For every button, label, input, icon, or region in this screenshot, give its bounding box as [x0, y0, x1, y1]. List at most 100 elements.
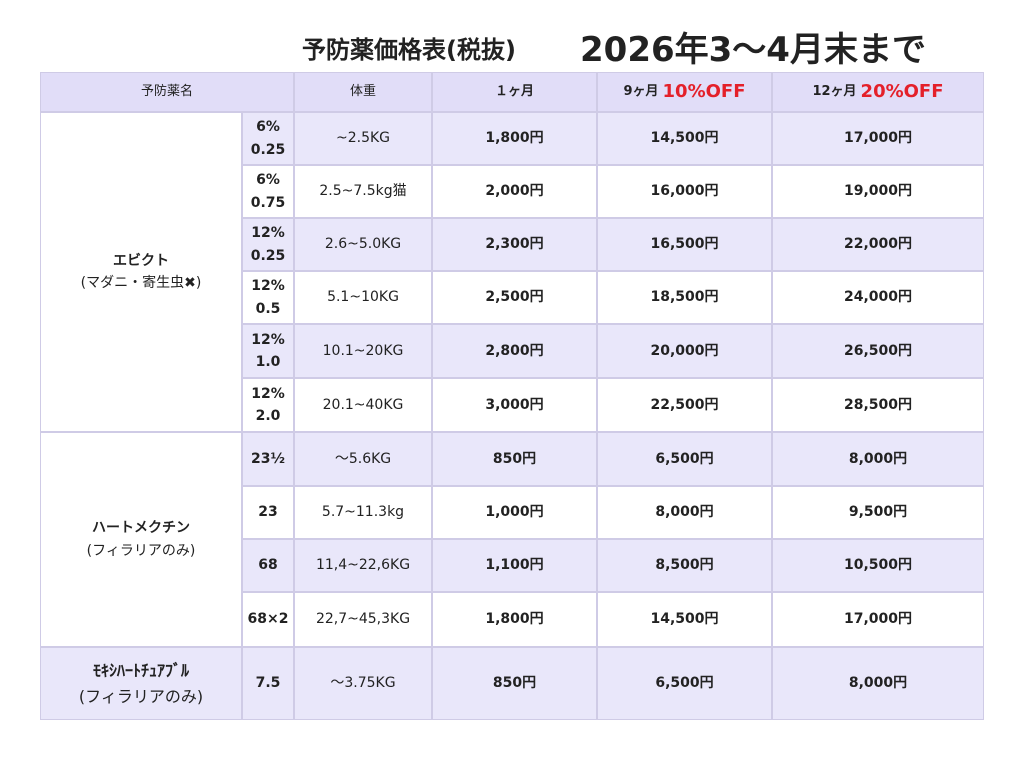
dose: 7.5 [255, 675, 281, 692]
period: 2026年3〜4月末まで [580, 30, 926, 70]
price-cell: 2,800円 [432, 324, 597, 378]
price-cell: 19,000円 [772, 165, 984, 218]
dose-cell: 12% 1.0 [242, 324, 294, 378]
dose: 6% [256, 172, 280, 189]
price-cell: 18,500円 [597, 271, 772, 324]
price: 2,500円 [485, 289, 544, 306]
price: 8,000円 [848, 450, 908, 467]
price-cell: 8,500円 [597, 539, 772, 592]
dose-cell: 23 [242, 486, 294, 539]
weight-cell: 22,7~45,3KG [294, 592, 432, 647]
dose-cell: 6% 0.75 [242, 165, 294, 218]
dose: 23 [258, 504, 278, 521]
name-cell: ハートメクチン (フィラリアのみ) [40, 432, 242, 647]
product-note: (フィラリアのみ) [86, 542, 196, 559]
dose: 0.5 [255, 300, 281, 317]
product-name: エビクト [113, 252, 169, 269]
price-cell: 1,100円 [432, 539, 597, 592]
weight-cell: 2.5~7.5kg猫 [294, 165, 432, 218]
price: 6,500円 [655, 675, 714, 692]
price-cell: 17,000円 [772, 592, 984, 647]
price: 1,000円 [485, 504, 544, 521]
price: 3,000円 [485, 396, 544, 413]
price-cell: 2,500円 [432, 271, 597, 324]
dose: 6% [256, 119, 280, 136]
price: 16,000円 [650, 183, 719, 200]
dose: 23½ [251, 450, 285, 467]
weight-cell: ~2.5KG [294, 112, 432, 165]
price-cell: 8,000円 [772, 432, 984, 486]
price: 10,500円 [843, 557, 913, 574]
price: 16,500円 [650, 236, 719, 253]
dose: 12% [251, 225, 285, 242]
price: 20,000円 [650, 342, 719, 359]
weight-cell: 11,4~22,6KG [294, 539, 432, 592]
price-cell: 9,500円 [772, 486, 984, 539]
weight-cell: 2.6~5.0KG [294, 218, 432, 271]
weight: 11,4~22,6KG [315, 557, 411, 574]
name-cell: ﾓｷｼﾊｰﾄﾁｭｱﾌﾞﾙ (フィラリアのみ) [40, 647, 242, 720]
price: 24,000円 [843, 289, 913, 306]
price: 2,000円 [485, 183, 544, 200]
dose: 12% [251, 385, 285, 402]
price-cell: 1,800円 [432, 112, 597, 165]
price-cell: 16,500円 [597, 218, 772, 271]
header-cell: 12ヶ月 20%OFF [772, 72, 984, 112]
weight-cell: 〜3.75KG [294, 647, 432, 720]
price: 8,000円 [655, 504, 714, 521]
price: 14,500円 [650, 611, 719, 628]
product-name: ハートメクチン [92, 520, 190, 537]
weight: 10.1~20KG [322, 342, 404, 359]
price: 8,000円 [848, 675, 908, 692]
header-weight: 体重 [349, 83, 376, 99]
dose: 68 [258, 557, 278, 574]
weight-cell: 〜5.6KG [294, 432, 432, 486]
dose-cell: 7.5 [242, 647, 294, 720]
weight: 〜5.6KG [334, 450, 392, 467]
price: 1,100円 [485, 557, 544, 574]
price: 17,000円 [843, 611, 913, 628]
price-cell: 17,000円 [772, 112, 984, 165]
price: 17,000円 [843, 130, 913, 147]
weight-cell: 5.1~10KG [294, 271, 432, 324]
price: 6,500円 [655, 450, 714, 467]
dose: 0.75 [250, 194, 286, 211]
header-m12: 12ヶ月 [812, 83, 857, 99]
price-cell: 16,000円 [597, 165, 772, 218]
price: 28,500円 [843, 396, 913, 413]
price-cell: 10,500円 [772, 539, 984, 592]
dose-cell: 12% 0.25 [242, 218, 294, 271]
weight: ~2.5KG [335, 130, 391, 147]
weight: 20.1~40KG [322, 396, 404, 413]
price-cell: 28,500円 [772, 378, 984, 432]
dose-cell: 68×2 [242, 592, 294, 647]
header-cell: 9ヶ月 10%OFF [597, 72, 772, 112]
dose: 68×2 [247, 611, 289, 628]
product-note: (マダニ・寄生虫✖) [80, 275, 202, 291]
dose: 0.25 [250, 247, 286, 264]
price: 22,000円 [843, 236, 913, 253]
header-cell: １ヶ月 [432, 72, 597, 112]
price: 850円 [492, 675, 537, 692]
price-cell: 6,500円 [597, 647, 772, 720]
weight: 22,7~45,3KG [315, 611, 411, 628]
price: 8,500円 [655, 557, 714, 574]
weight: 5.1~10KG [327, 289, 399, 306]
header-cell: 体重 [294, 72, 432, 112]
dose-cell: 68 [242, 539, 294, 592]
title: 予防薬価格表(税抜) [302, 36, 516, 64]
price: 18,500円 [650, 289, 719, 306]
weight: 2.6~5.0KG [324, 236, 402, 253]
price-cell: 1,800円 [432, 592, 597, 647]
price: 19,000円 [843, 183, 913, 200]
dose: 2.0 [255, 408, 281, 424]
dose-cell: 12% 2.0 [242, 378, 294, 432]
header-name: 予防薬名 [140, 83, 193, 99]
price-cell: 8,000円 [772, 647, 984, 720]
product-note: (フィラリアのみ) [78, 686, 204, 706]
dose: 12% [251, 331, 285, 348]
price-cell: 22,000円 [772, 218, 984, 271]
dose: 0.25 [250, 141, 286, 158]
price: 26,500円 [843, 342, 913, 359]
